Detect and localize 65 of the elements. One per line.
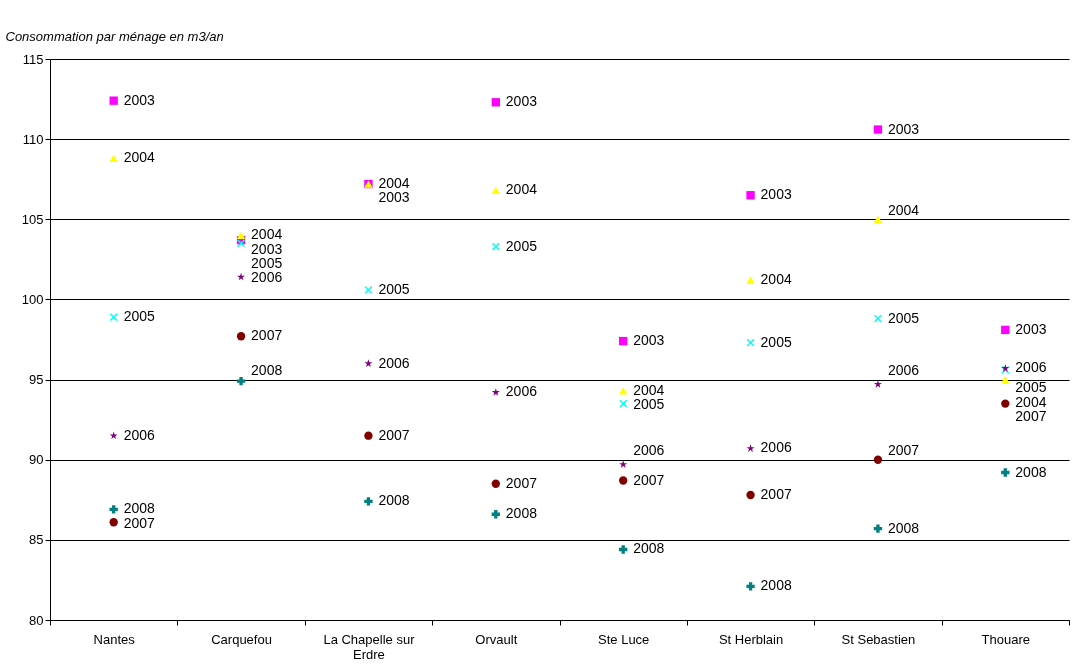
text: 2006 <box>251 269 283 286</box>
text: 2007 <box>887 442 920 459</box>
text: 2005 <box>760 333 792 350</box>
text: 2004 <box>505 181 537 198</box>
x-tick-label: St Herblain <box>718 631 784 647</box>
y-axis-title: Consommation par ménage en m3/an <box>5 28 224 44</box>
series-label: 2005 <box>505 237 538 254</box>
text: 2006 <box>760 439 792 456</box>
y-tick-label: 80 <box>29 612 44 628</box>
text: 2005 <box>887 309 920 326</box>
series-label: 2007 <box>123 514 156 531</box>
text: 2003 <box>378 189 410 206</box>
text: 2008 <box>123 500 155 517</box>
text: 2003 <box>633 332 665 349</box>
x-tick-label: St Sebastien <box>841 631 916 647</box>
text: 2005 <box>378 280 410 297</box>
text: 2004 <box>123 149 155 166</box>
text: 2003 <box>887 120 920 137</box>
series-label: 2006 <box>505 383 538 400</box>
text: 2006 <box>378 354 410 371</box>
text: 2003 <box>251 240 283 257</box>
text: 2008 <box>887 519 920 536</box>
y-tick-label: 95 <box>29 372 44 388</box>
y-tick-label: 85 <box>29 532 44 548</box>
text: 2003 <box>505 93 537 110</box>
text: 2007 <box>378 426 410 443</box>
text: 2005 <box>123 308 155 325</box>
y-tick-label: 100 <box>21 291 44 307</box>
text: 2007 <box>251 327 283 344</box>
text: 2007 <box>505 474 537 491</box>
x-tick-label: Nantes <box>93 631 136 647</box>
x-tick-label: Orvault <box>475 631 518 647</box>
series-label: 2003 <box>760 186 792 203</box>
text: 2008 <box>505 505 537 522</box>
y-tick-label: 115 <box>22 51 44 67</box>
text: 2008 <box>633 540 665 557</box>
text: 2004 <box>378 175 410 192</box>
text: 2008 <box>251 361 283 378</box>
series-label: 2004 <box>760 271 792 288</box>
text: 2006 <box>887 361 920 378</box>
text: 2007 <box>633 471 665 488</box>
series-label: 2008 <box>760 577 792 594</box>
text: 2006 <box>123 426 155 443</box>
text: 2005 <box>251 254 283 271</box>
text: 2003 <box>1015 320 1047 337</box>
text: 2004 <box>887 201 920 218</box>
x-tick-label: Thouare <box>981 631 1031 647</box>
x-tick-label: La Chapelle sur Erdre <box>323 631 416 662</box>
text: 2003 <box>123 91 155 108</box>
text: 2004 <box>633 381 665 398</box>
y-tick-label: 90 <box>29 452 44 468</box>
text: 2008 <box>1015 463 1047 480</box>
text: 2005 <box>1015 379 1047 396</box>
text: 2007 <box>760 485 792 502</box>
text: 2007 <box>1015 407 1047 424</box>
y-tick-label: 110 <box>22 131 44 147</box>
text: 2004 <box>1015 393 1047 410</box>
text: 2008 <box>378 492 410 509</box>
text: 2004 <box>251 226 283 243</box>
x-tick-label: Ste Luce <box>598 631 650 647</box>
text: 2006 <box>1015 359 1047 376</box>
y-tick-label: 105 <box>21 211 44 227</box>
x-tick-label: Carquefou <box>211 631 272 647</box>
text: 2006 <box>633 442 665 459</box>
text: 2005 <box>633 396 665 413</box>
